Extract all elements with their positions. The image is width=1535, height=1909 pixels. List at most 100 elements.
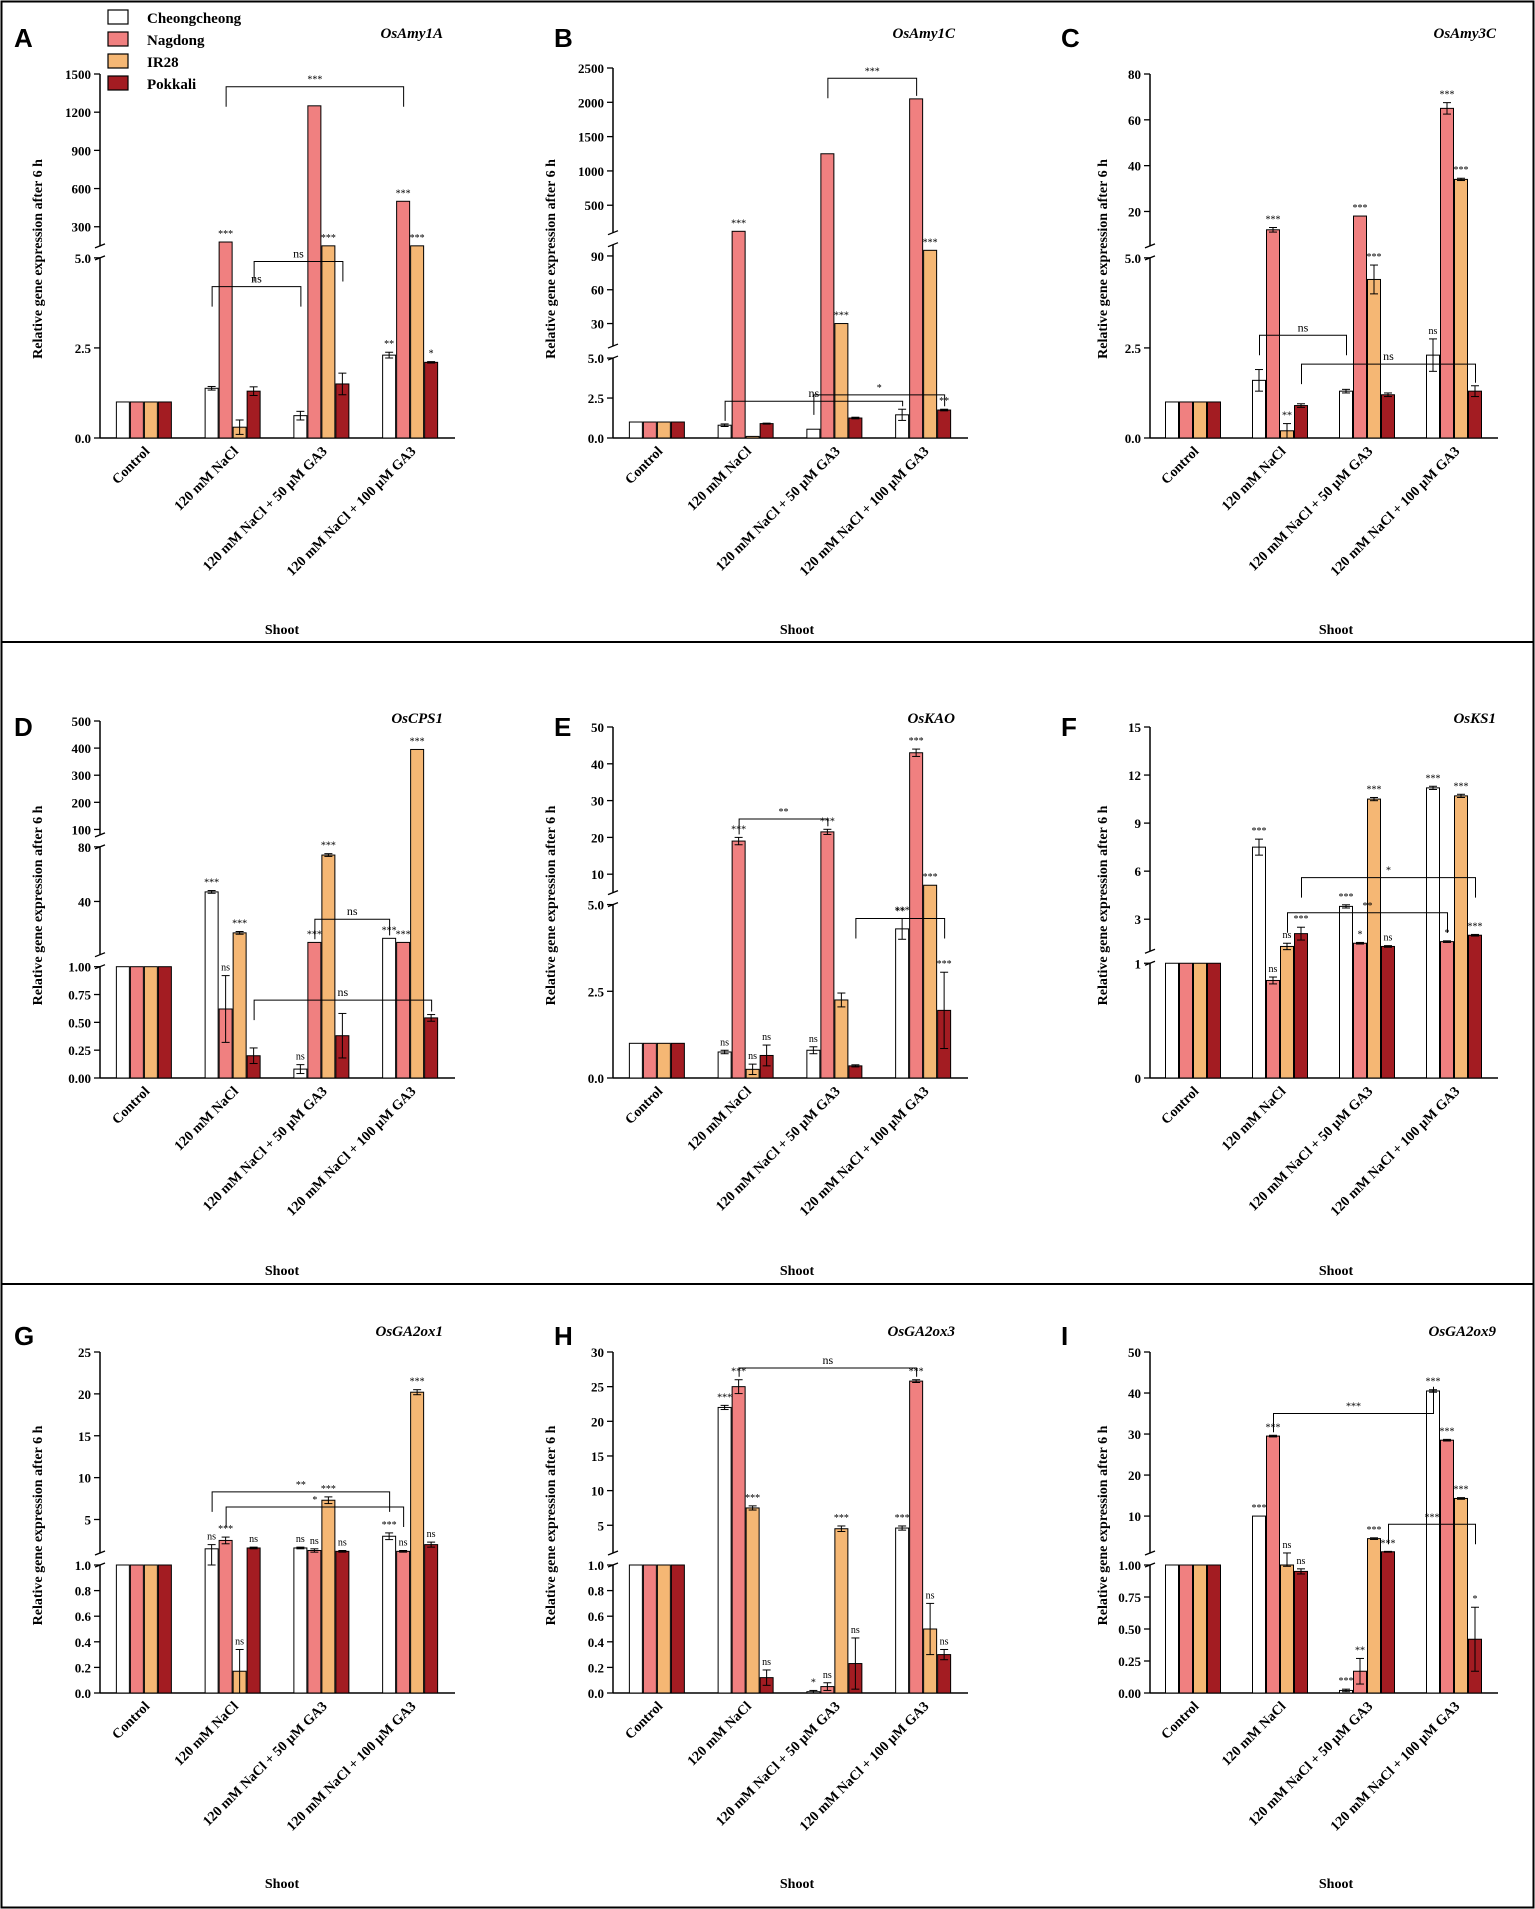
comparison-bracket xyxy=(1301,363,1476,385)
panel-letter: A xyxy=(14,23,33,53)
panel-title: OsGA2ox3 xyxy=(887,1324,955,1340)
significance-label: ns xyxy=(851,1625,860,1636)
y-tick-label: 500 xyxy=(72,714,92,729)
y-axis-label: Relative gene expression after 6 h xyxy=(544,805,559,1005)
significance-label: ns xyxy=(1269,964,1278,975)
significance-label: *** xyxy=(1440,90,1455,101)
legend-swatch xyxy=(107,53,129,69)
bar-pokkali xyxy=(1468,390,1482,439)
panel-title: OsKAO xyxy=(907,711,955,727)
bar-ir28 xyxy=(1193,962,1207,1079)
bar-nagdong xyxy=(1266,1435,1280,1694)
panel-letter: D xyxy=(14,712,33,742)
bar-pokkali xyxy=(759,423,774,439)
significance-label: ns xyxy=(748,1051,757,1062)
significance-label: ns xyxy=(1429,326,1438,337)
bar-cheongcheong xyxy=(115,1564,130,1694)
bar-pokkali xyxy=(1381,945,1395,1079)
bar-nagdong xyxy=(396,1550,411,1694)
bracket-label: ns xyxy=(1383,349,1394,363)
y-tick-label: 25 xyxy=(591,1380,605,1395)
y-tick-label: 0 xyxy=(1135,1071,1142,1086)
x-axis-label: Shoot xyxy=(780,1264,815,1279)
bar-nagdong xyxy=(396,941,411,1079)
significance-label: *** xyxy=(1454,1485,1469,1496)
significance-label: *** xyxy=(923,237,938,248)
bar-nagdong xyxy=(1179,962,1193,1079)
y-axis-label: Relative gene expression after 6 h xyxy=(1096,159,1111,359)
bar-pokkali xyxy=(424,361,439,439)
bar-cheongcheong xyxy=(293,1547,308,1694)
panel-letter: F xyxy=(1061,712,1077,742)
y-tick-label: 300 xyxy=(72,768,92,783)
bar-cheongcheong xyxy=(115,401,130,439)
significance-label: * xyxy=(811,1677,816,1688)
y-tick-label: 2500 xyxy=(578,61,604,76)
significance-label: *** xyxy=(232,918,247,929)
significance-label: *** xyxy=(1367,784,1382,795)
significance-label: ns xyxy=(1384,933,1393,944)
y-tick-label: 0.4 xyxy=(588,1635,605,1650)
bar-ir28 xyxy=(1367,278,1381,439)
axis-break-mark xyxy=(607,242,619,248)
bar-pokkali xyxy=(1207,962,1221,1079)
legend-label: Nagdong xyxy=(147,33,205,49)
y-tick-label: 30 xyxy=(591,1345,604,1360)
significance-label: *** xyxy=(1294,914,1309,925)
bracket-label: *** xyxy=(307,75,322,86)
panel-title: OsAmy1A xyxy=(380,26,443,42)
y-tick-label: 0.2 xyxy=(75,1660,91,1675)
y-tick-label: 0.0 xyxy=(75,431,91,446)
significance-label: ns xyxy=(823,1670,832,1681)
comparison-bracket xyxy=(211,1491,391,1512)
bar-cheongcheong xyxy=(382,354,397,439)
y-tick-label: 40 xyxy=(591,757,604,772)
y-axis-label: Relative gene expression after 6 h xyxy=(544,1425,559,1625)
significance-label: ns xyxy=(720,1037,729,1048)
significance-label: ns xyxy=(809,1034,818,1045)
bar-nagdong xyxy=(909,752,924,1079)
bar-nagdong xyxy=(731,1386,746,1694)
significance-label: ns xyxy=(249,1534,258,1545)
y-tick-label: 500 xyxy=(585,198,605,213)
y-tick-label: 2.5 xyxy=(588,984,605,999)
significance-label: *** xyxy=(731,218,746,229)
y-tick-label: 1.00 xyxy=(68,960,91,975)
bar-pokkali xyxy=(335,1550,350,1694)
y-tick-label: 1.0 xyxy=(588,1558,604,1573)
y-tick-label: 0.8 xyxy=(588,1584,605,1599)
significance-label: *** xyxy=(204,878,219,889)
significance-label: *** xyxy=(1252,826,1267,837)
bar-ir28 xyxy=(143,401,158,439)
significance-label: * xyxy=(1358,929,1363,940)
significance-label: *** xyxy=(895,905,910,916)
comparison-bracket xyxy=(738,818,829,835)
significance-label: ns xyxy=(940,1636,949,1647)
significance-label: ns xyxy=(1297,1556,1306,1567)
y-tick-label: 40 xyxy=(1128,159,1141,174)
bar-nagdong xyxy=(129,966,144,1079)
bar-cheongcheong xyxy=(1165,401,1179,439)
bar-ir28 xyxy=(656,1564,671,1694)
significance-label: *** xyxy=(834,1513,849,1524)
significance-label: ns xyxy=(1283,930,1292,941)
x-axis-label: Shoot xyxy=(1319,623,1354,638)
y-tick-label: 2.5 xyxy=(1125,341,1142,356)
y-tick-label: 80 xyxy=(1128,67,1141,82)
y-axis-label: Relative gene expression after 6 h xyxy=(1096,1425,1111,1625)
panel-letter: G xyxy=(14,1321,34,1351)
y-axis-label: Relative gene expression after 6 h xyxy=(31,159,46,359)
y-tick-label: 0.75 xyxy=(1118,1590,1141,1605)
y-tick-label: 0.0 xyxy=(588,1071,604,1086)
significance-label: ns xyxy=(762,1032,771,1043)
significance-label: ns xyxy=(296,1052,305,1063)
bracket-label: ** xyxy=(296,1480,306,1491)
comparison-bracket xyxy=(813,394,946,415)
bar-cheongcheong xyxy=(628,421,643,439)
bar-cheongcheong xyxy=(1426,1390,1440,1694)
bar-ir28 xyxy=(321,1499,336,1694)
bar-ir28 xyxy=(923,884,938,1079)
y-tick-label: 0.6 xyxy=(75,1609,92,1624)
y-tick-label: 20 xyxy=(78,1387,91,1402)
y-tick-label: 25 xyxy=(78,1345,92,1360)
